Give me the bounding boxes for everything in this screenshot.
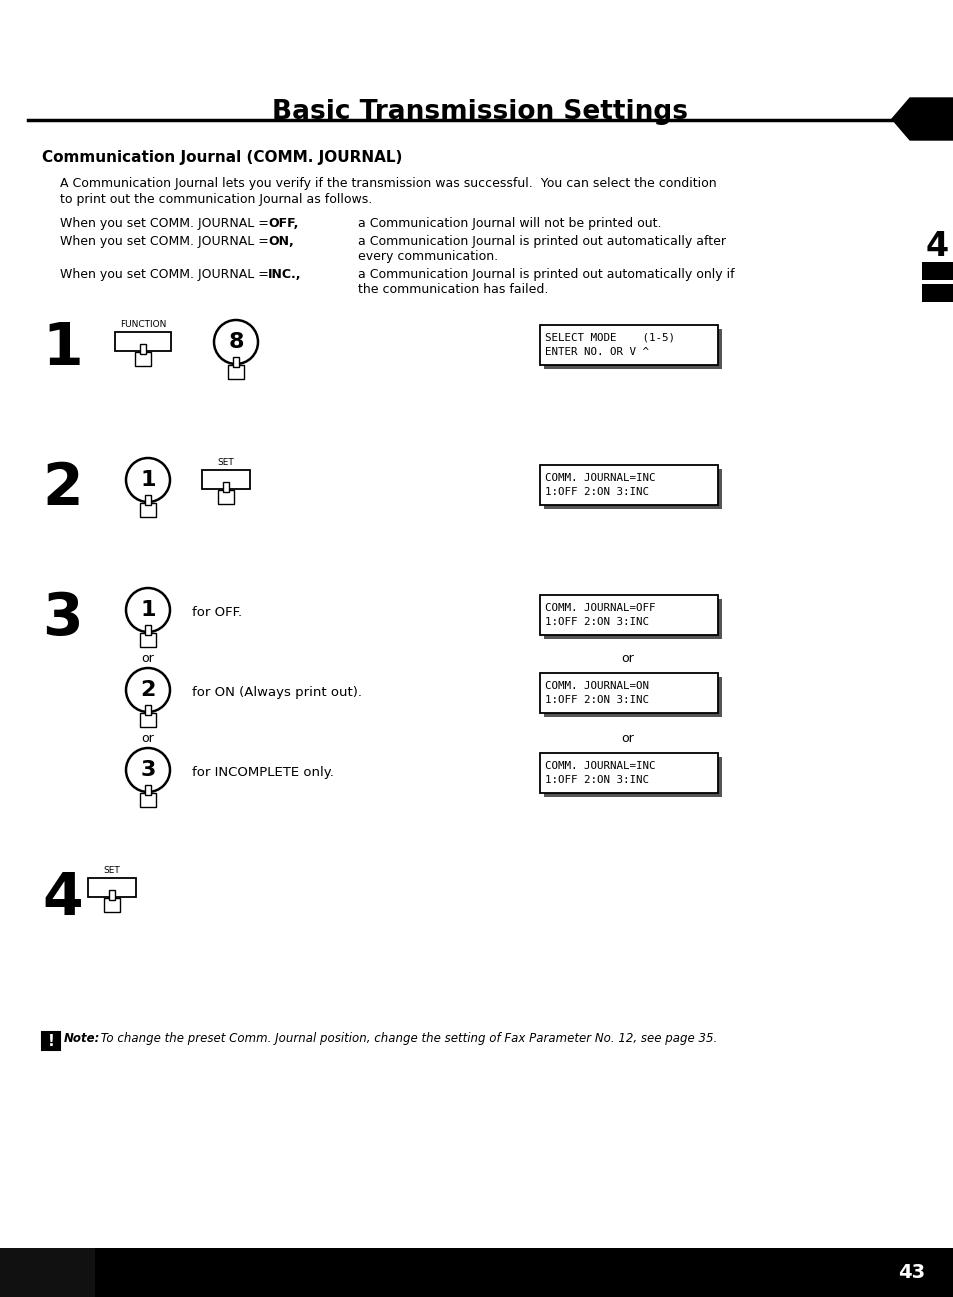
Text: for ON (Always print out).: for ON (Always print out). [192,686,361,699]
Text: COMM. JOURNAL=INC: COMM. JOURNAL=INC [544,761,655,770]
Text: 43: 43 [898,1262,924,1281]
Text: the communication has failed.: the communication has failed. [357,283,548,296]
FancyBboxPatch shape [921,262,953,280]
Text: 2: 2 [42,460,83,518]
FancyBboxPatch shape [202,470,250,489]
Circle shape [126,748,170,792]
Text: 1: 1 [42,320,83,377]
Text: When you set COMM. JOURNAL =: When you set COMM. JOURNAL = [60,217,273,230]
Text: 8: 8 [228,332,244,351]
FancyBboxPatch shape [140,792,156,807]
Circle shape [126,458,170,502]
Text: 2: 2 [140,680,155,700]
FancyBboxPatch shape [145,625,151,636]
Text: for INCOMPLETE only.: for INCOMPLETE only. [192,767,334,779]
Text: ON,: ON, [268,235,294,248]
FancyBboxPatch shape [921,284,953,302]
Text: 1:OFF 2:ON 3:INC: 1:OFF 2:ON 3:INC [544,486,648,497]
FancyBboxPatch shape [543,470,721,508]
FancyBboxPatch shape [228,364,244,379]
FancyBboxPatch shape [140,503,156,518]
Text: a Communication Journal will not be printed out.: a Communication Journal will not be prin… [357,217,660,230]
Text: !: ! [48,1034,54,1048]
Text: or: or [141,652,154,665]
FancyBboxPatch shape [539,754,718,792]
FancyBboxPatch shape [543,677,721,717]
FancyBboxPatch shape [543,757,721,796]
Text: COMM. JOURNAL=INC: COMM. JOURNAL=INC [544,473,655,482]
Text: 1: 1 [140,470,155,490]
Circle shape [126,588,170,632]
FancyBboxPatch shape [539,326,718,364]
Text: for OFF.: for OFF. [192,606,242,619]
Polygon shape [891,99,953,140]
Text: to print out the communication Journal as follows.: to print out the communication Journal a… [60,193,372,206]
Text: 4: 4 [42,870,83,927]
Text: 1: 1 [140,601,155,620]
Text: Basic Transmission Settings: Basic Transmission Settings [272,99,687,125]
FancyBboxPatch shape [104,898,120,912]
FancyBboxPatch shape [140,713,156,728]
FancyBboxPatch shape [135,351,151,366]
FancyBboxPatch shape [145,785,151,795]
Text: When you set COMM. JOURNAL =: When you set COMM. JOURNAL = [60,268,273,281]
FancyBboxPatch shape [218,490,233,505]
Text: OFF,: OFF, [268,217,298,230]
FancyBboxPatch shape [0,1248,95,1297]
Text: 1:OFF 2:ON 3:INC: 1:OFF 2:ON 3:INC [544,695,648,706]
Text: 1:OFF 2:ON 3:INC: 1:OFF 2:ON 3:INC [544,776,648,785]
Text: 4: 4 [924,230,947,263]
FancyBboxPatch shape [0,1248,953,1297]
Text: When you set COMM. JOURNAL =: When you set COMM. JOURNAL = [60,235,273,248]
FancyBboxPatch shape [140,344,146,354]
Text: 1:OFF 2:ON 3:INC: 1:OFF 2:ON 3:INC [544,617,648,626]
Text: ENTER NO. OR V ^: ENTER NO. OR V ^ [544,348,648,357]
Circle shape [126,668,170,712]
FancyBboxPatch shape [140,633,156,647]
Text: SET: SET [104,866,120,875]
FancyBboxPatch shape [539,466,718,505]
Text: INC.,: INC., [268,268,301,281]
FancyBboxPatch shape [543,329,721,370]
Text: Note:: Note: [64,1032,100,1045]
Text: 3: 3 [42,590,83,647]
FancyBboxPatch shape [539,673,718,713]
FancyBboxPatch shape [145,495,151,505]
Text: SELECT MODE    (1-5): SELECT MODE (1-5) [544,333,675,342]
Text: When you set COMM. JOURNAL =: When you set COMM. JOURNAL = [60,217,273,230]
FancyBboxPatch shape [115,332,171,351]
Text: 3: 3 [140,760,155,779]
FancyBboxPatch shape [88,878,136,898]
Circle shape [213,320,257,364]
Text: To change the preset Comm. Journal position, change the setting of Fax Parameter: To change the preset Comm. Journal posit… [97,1032,717,1045]
FancyBboxPatch shape [145,706,151,715]
Text: a Communication Journal is printed out automatically after: a Communication Journal is printed out a… [357,235,725,248]
Text: or: or [141,732,154,744]
Text: COMM. JOURNAL=OFF: COMM. JOURNAL=OFF [544,603,655,613]
Text: SET: SET [217,458,234,467]
Text: A Communication Journal lets you verify if the transmission was successful.  You: A Communication Journal lets you verify … [60,176,716,189]
Text: every communication.: every communication. [357,250,497,263]
Text: or: or [621,732,634,744]
FancyBboxPatch shape [539,595,718,636]
Text: a Communication Journal is printed out automatically only if: a Communication Journal is printed out a… [357,268,734,281]
FancyBboxPatch shape [42,1032,60,1051]
Text: FUNCTION: FUNCTION [120,320,166,329]
Text: or: or [621,652,634,665]
FancyBboxPatch shape [233,357,239,367]
FancyBboxPatch shape [543,599,721,639]
FancyBboxPatch shape [223,482,229,492]
Text: Communication Journal (COMM. JOURNAL): Communication Journal (COMM. JOURNAL) [42,150,402,165]
Text: COMM. JOURNAL=ON: COMM. JOURNAL=ON [544,681,648,691]
FancyBboxPatch shape [109,890,115,900]
